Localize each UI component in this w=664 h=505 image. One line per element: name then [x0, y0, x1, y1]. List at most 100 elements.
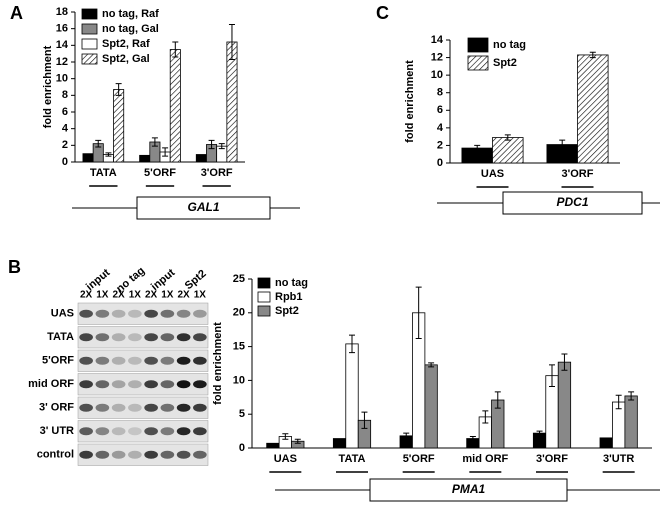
gel-band: [111, 427, 126, 436]
bar: [332, 438, 347, 449]
gel-row-label: UAS: [51, 308, 74, 320]
bar: [492, 137, 524, 164]
error-bar: [628, 391, 635, 401]
error-bar: [208, 139, 215, 150]
x-tick-label: 3'ORF: [201, 167, 233, 179]
gel-band: [95, 309, 110, 318]
error-bar: [151, 137, 158, 147]
y-tick-label: 2: [437, 139, 443, 151]
error-bar: [172, 41, 179, 58]
legend-label: Spt2: [275, 305, 299, 317]
gel-band: [79, 403, 93, 412]
gel-band: [79, 356, 93, 365]
bar: [345, 343, 359, 449]
gel-band: [160, 380, 175, 389]
y-tick-label: 2: [62, 139, 68, 151]
error-bar: [282, 433, 289, 440]
legend-swatch: [257, 277, 271, 289]
legend-swatch: [81, 53, 98, 65]
y-tick-label: 18: [56, 6, 68, 18]
gel-band: [144, 356, 158, 365]
error-bar: [615, 394, 622, 410]
gel-band: [160, 403, 175, 412]
gel-band: [128, 427, 142, 436]
y-tick-label: 14: [431, 34, 444, 46]
y-tick-label: 6: [437, 104, 443, 116]
gel-strip: [77, 326, 209, 349]
x-tick-label: 5'ORF: [403, 453, 435, 465]
panel-letter: A: [10, 3, 23, 23]
error-bar: [474, 144, 481, 152]
gel-strip: [77, 373, 209, 396]
legend-swatch: [81, 23, 98, 35]
legend-label: no tag: [493, 39, 526, 51]
gel-band: [79, 450, 93, 459]
panel-letter: C: [376, 3, 389, 23]
y-tick-label: 8: [437, 87, 443, 99]
gel-row-label: mid ORF: [28, 378, 74, 390]
gel-band: [176, 427, 191, 436]
gel-band: [128, 333, 142, 342]
dose-label: 2X: [178, 290, 191, 301]
gel-band: [79, 380, 93, 389]
gel-band: [128, 356, 142, 365]
bar: [113, 89, 125, 163]
bar: [139, 154, 151, 163]
gel-band: [95, 450, 110, 459]
gel-band: [176, 309, 191, 318]
x-tick-label: UAS: [481, 168, 504, 180]
x-tick-label: 3'ORF: [536, 453, 568, 465]
error-bar: [536, 430, 543, 436]
error-bar: [415, 286, 422, 339]
legend-label: Spt2: [493, 57, 517, 69]
legend-label: no tag, Raf: [102, 8, 159, 20]
x-tick-label: mid ORF: [462, 453, 508, 465]
dose-label: 1X: [96, 290, 109, 301]
gel-band: [111, 450, 126, 459]
gel-band: [193, 356, 207, 365]
gel-band: [160, 427, 175, 436]
panel-letter: B: [8, 257, 21, 277]
gel-strip: [77, 302, 209, 325]
gel-row-label: 3' ORF: [39, 402, 74, 414]
gel-band: [79, 427, 93, 436]
bar: [169, 49, 181, 163]
error-bar: [494, 391, 501, 409]
gel-band: [128, 450, 142, 459]
dose-label: 1X: [129, 290, 142, 301]
y-tick-label: 4: [437, 122, 444, 134]
gel-band: [95, 403, 110, 412]
error-bar: [504, 134, 511, 141]
gel-band: [95, 380, 110, 389]
dose-label: 2X: [145, 290, 158, 301]
gel-band: [95, 427, 110, 436]
gel-band: [128, 380, 142, 389]
error-bar: [428, 362, 435, 368]
gel-row-label: control: [37, 449, 74, 461]
gel-band: [160, 309, 175, 318]
gel-band: [111, 403, 126, 412]
bar: [424, 364, 438, 449]
legend-label: Spt2, Raf: [102, 38, 150, 50]
gel-band: [79, 309, 93, 318]
x-tick-label: TATA: [90, 167, 117, 179]
gene-label: GAL1: [187, 200, 219, 214]
gel-band: [193, 380, 207, 389]
error-bar: [218, 143, 225, 150]
gel-strip: [77, 443, 209, 466]
gel-band: [193, 309, 207, 318]
gel-band: [144, 333, 158, 342]
y-tick-label: 8: [62, 89, 68, 101]
bar: [195, 154, 207, 163]
gel-band: [193, 450, 207, 459]
y-tick-label: 14: [56, 39, 69, 51]
y-tick-label: 25: [233, 273, 245, 285]
bar: [82, 153, 94, 163]
error-bar: [559, 139, 566, 150]
lane-label: Spt2: [183, 268, 209, 293]
gene-box: [136, 196, 271, 220]
gel-band: [193, 427, 207, 436]
y-tick-label: 12: [431, 51, 443, 63]
error-bar: [403, 432, 410, 440]
